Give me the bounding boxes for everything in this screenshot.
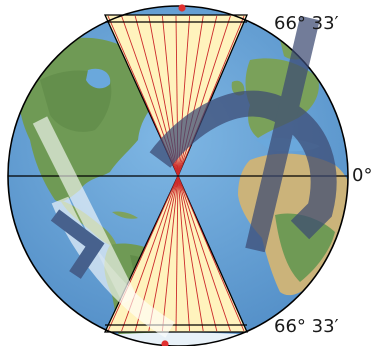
- watermark-stroke-left: [32, 116, 138, 304]
- north-ray: [177, 15, 231, 177]
- north-pole-point: [178, 4, 186, 12]
- south-ray: [177, 175, 218, 332]
- land-caribbean: [112, 211, 138, 219]
- land-madagascar: [347, 261, 348, 277]
- south-sector: [103, 174, 248, 333]
- south-ray: [177, 175, 191, 332]
- sectors: [103, 14, 248, 333]
- land-antarctica: [60, 332, 300, 346]
- south-ray: [177, 175, 245, 332]
- south-ray: [175, 175, 179, 332]
- watermark-dark-left: [50, 209, 105, 279]
- north-latitude-label: 66° 33′: [274, 13, 339, 34]
- south-latitude-label: 66° 33′: [274, 316, 339, 337]
- south-ray: [177, 175, 204, 332]
- south-ray: [177, 175, 231, 332]
- north-ray: [177, 15, 245, 177]
- equator-label: 0°: [352, 165, 372, 186]
- watermark-stroke-lower: [245, 15, 320, 253]
- south-ray: [161, 175, 179, 332]
- north-sector: [103, 14, 248, 178]
- watermark: [32, 15, 337, 338]
- south-ray: [107, 175, 179, 332]
- south-ray: [148, 175, 179, 332]
- land-africa-forest: [275, 213, 335, 282]
- water-hudson-bay: [86, 68, 111, 89]
